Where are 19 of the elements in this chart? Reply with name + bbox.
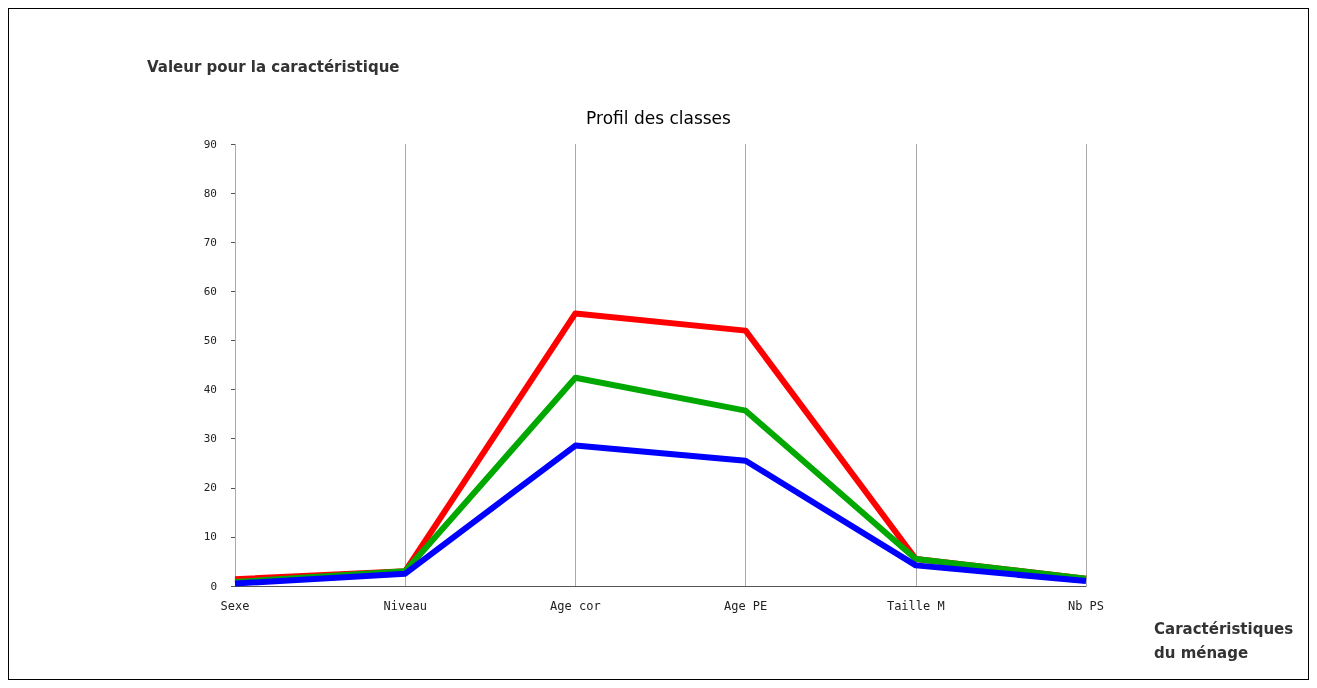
- y-tick-label: 70: [203, 235, 217, 249]
- chart-title: Profil des classes: [586, 107, 732, 128]
- x-tick-label: Age PE: [723, 599, 768, 613]
- y-tick-label: 90: [203, 137, 217, 151]
- y-tick-label: 60: [203, 284, 217, 298]
- y-tick-label: 10: [203, 530, 217, 544]
- x-tick-label: Niveau: [383, 599, 427, 613]
- x-tick-label: Age cor: [550, 599, 601, 613]
- y-tick-label: 40: [203, 383, 217, 397]
- y-tick-label: 30: [203, 432, 217, 446]
- x-tick-label: Taille M: [886, 599, 945, 613]
- y-tick-label: 0: [210, 579, 217, 593]
- y-tick-label: 50: [203, 333, 217, 347]
- y-tick-label: 20: [203, 481, 217, 495]
- y-tick-label: 80: [203, 186, 217, 200]
- x-axis-title: Caractéristiques du ménage: [1154, 620, 1294, 662]
- x-tick-label: Nb PS: [1067, 599, 1105, 613]
- y-axis-title: Valeur pour la caractéristique: [147, 57, 400, 76]
- x-tick-label: Sexe: [220, 599, 250, 613]
